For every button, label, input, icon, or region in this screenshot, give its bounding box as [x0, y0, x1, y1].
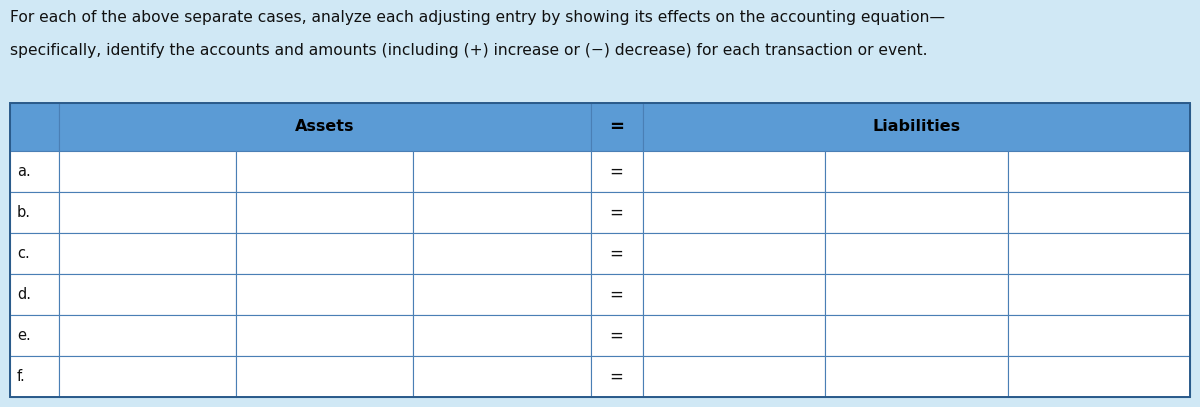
Text: =: = [610, 204, 624, 221]
Bar [590, 192, 642, 233]
Bar [414, 192, 590, 233]
Bar [590, 315, 642, 356]
Text: =: = [610, 368, 624, 385]
Bar [642, 151, 826, 192]
Text: For each of the above separate cases, analyze each adjusting entry by showing it: For each of the above separate cases, an… [10, 10, 944, 25]
Bar [59, 233, 236, 274]
Bar [642, 192, 826, 233]
Text: a.: a. [17, 164, 30, 179]
Bar [414, 233, 590, 274]
Bar [1008, 192, 1190, 233]
Bar [642, 274, 826, 315]
Bar [236, 192, 414, 233]
Bar [236, 315, 414, 356]
Bar [10, 103, 59, 151]
Bar [10, 315, 59, 356]
Text: =: = [610, 326, 624, 344]
Text: =: = [610, 285, 624, 304]
Text: =: = [610, 245, 624, 263]
Bar [590, 274, 642, 315]
Bar [59, 274, 236, 315]
Bar [59, 315, 236, 356]
Bar [826, 151, 1008, 192]
Bar [236, 151, 414, 192]
Bar [10, 233, 59, 274]
Text: Assets: Assets [295, 119, 355, 134]
Bar [59, 151, 236, 192]
Text: f.: f. [17, 369, 25, 384]
Bar [642, 356, 826, 397]
Bar [414, 274, 590, 315]
Bar [826, 315, 1008, 356]
Bar [236, 233, 414, 274]
Bar [826, 274, 1008, 315]
Bar [236, 274, 414, 315]
Bar [414, 356, 590, 397]
Bar [590, 103, 642, 151]
Bar [10, 274, 59, 315]
Bar [590, 151, 642, 192]
Bar [10, 192, 59, 233]
Bar [1008, 315, 1190, 356]
Bar [414, 151, 590, 192]
Bar [826, 192, 1008, 233]
Text: =: = [610, 163, 624, 181]
Text: d.: d. [17, 287, 31, 302]
Bar [590, 233, 642, 274]
Bar [826, 233, 1008, 274]
Bar [59, 103, 590, 151]
Text: =: = [610, 118, 624, 136]
Bar [590, 356, 642, 397]
Bar [1008, 233, 1190, 274]
Bar [10, 103, 1190, 397]
Bar [1008, 151, 1190, 192]
Bar [642, 103, 1190, 151]
Text: e.: e. [17, 328, 30, 343]
Bar [414, 315, 590, 356]
Text: b.: b. [17, 205, 31, 220]
Bar [1008, 356, 1190, 397]
Bar [642, 233, 826, 274]
Bar [10, 103, 1190, 397]
Bar [236, 356, 414, 397]
Bar [642, 315, 826, 356]
Bar [59, 192, 236, 233]
Bar [10, 356, 59, 397]
Text: Liabilities: Liabilities [872, 119, 960, 134]
Bar [59, 356, 236, 397]
Bar [10, 151, 59, 192]
Bar [1008, 274, 1190, 315]
Bar [826, 356, 1008, 397]
Text: specifically, identify the accounts and amounts (including (+) increase or (−) d: specifically, identify the accounts and … [10, 43, 928, 58]
Text: c.: c. [17, 246, 30, 261]
